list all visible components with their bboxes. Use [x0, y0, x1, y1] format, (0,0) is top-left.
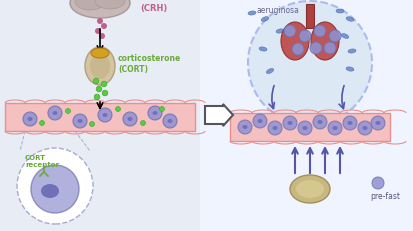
Circle shape	[328, 122, 342, 135]
Circle shape	[268, 122, 282, 135]
FancyBboxPatch shape	[230, 113, 390, 141]
Circle shape	[292, 44, 304, 56]
Ellipse shape	[28, 118, 33, 122]
Circle shape	[324, 43, 336, 55]
Ellipse shape	[91, 49, 109, 59]
Circle shape	[284, 26, 296, 38]
Circle shape	[123, 112, 137, 126]
Ellipse shape	[336, 10, 344, 14]
Text: aeruginosa: aeruginosa	[256, 6, 299, 15]
Circle shape	[163, 115, 177, 128]
Circle shape	[116, 107, 121, 112]
Ellipse shape	[152, 112, 157, 116]
FancyBboxPatch shape	[0, 0, 200, 231]
Ellipse shape	[128, 118, 133, 122]
Circle shape	[102, 91, 108, 96]
Ellipse shape	[242, 125, 247, 129]
Ellipse shape	[348, 50, 356, 54]
Circle shape	[140, 121, 145, 126]
Circle shape	[329, 31, 341, 43]
Ellipse shape	[75, 0, 105, 11]
Ellipse shape	[78, 119, 83, 123]
Circle shape	[248, 2, 372, 125]
Ellipse shape	[168, 119, 173, 123]
Circle shape	[90, 122, 95, 127]
Circle shape	[17, 148, 93, 224]
FancyBboxPatch shape	[306, 5, 314, 29]
Circle shape	[299, 31, 311, 43]
Ellipse shape	[375, 122, 380, 125]
Text: (CRH): (CRH)	[140, 3, 167, 12]
Ellipse shape	[266, 69, 274, 74]
Ellipse shape	[318, 121, 323, 125]
Ellipse shape	[276, 30, 284, 34]
Ellipse shape	[90, 54, 110, 80]
Ellipse shape	[290, 175, 330, 203]
Ellipse shape	[70, 0, 130, 19]
Circle shape	[101, 82, 107, 87]
Circle shape	[98, 109, 112, 122]
Ellipse shape	[259, 48, 267, 52]
Circle shape	[94, 95, 100, 100]
Circle shape	[99, 34, 105, 40]
Circle shape	[95, 29, 101, 35]
Ellipse shape	[332, 126, 337, 131]
Circle shape	[310, 43, 322, 55]
Ellipse shape	[273, 126, 278, 131]
Circle shape	[371, 116, 385, 131]
Circle shape	[314, 26, 326, 38]
Text: pre-fast: pre-fast	[370, 192, 400, 201]
Ellipse shape	[296, 180, 324, 198]
Circle shape	[313, 116, 327, 129]
Circle shape	[298, 122, 312, 135]
Ellipse shape	[102, 113, 107, 118]
Circle shape	[93, 79, 99, 85]
Circle shape	[66, 109, 71, 114]
Circle shape	[96, 87, 102, 92]
Circle shape	[23, 112, 37, 126]
Ellipse shape	[248, 12, 256, 16]
Ellipse shape	[52, 112, 57, 116]
Circle shape	[358, 122, 372, 135]
Ellipse shape	[85, 48, 115, 86]
Circle shape	[97, 19, 103, 25]
Circle shape	[31, 165, 79, 213]
Circle shape	[372, 177, 384, 189]
Ellipse shape	[347, 122, 353, 125]
Ellipse shape	[287, 122, 292, 125]
Ellipse shape	[261, 18, 269, 22]
Ellipse shape	[41, 184, 59, 198]
Text: CORT
receptor: CORT receptor	[25, 155, 59, 168]
Ellipse shape	[302, 126, 308, 131]
Circle shape	[343, 116, 357, 131]
Circle shape	[148, 106, 162, 121]
Ellipse shape	[281, 23, 309, 61]
Circle shape	[238, 121, 252, 134]
Ellipse shape	[257, 119, 263, 123]
Ellipse shape	[363, 126, 368, 131]
Text: corticosterone
(CORT): corticosterone (CORT)	[118, 54, 181, 73]
FancyArrow shape	[205, 105, 233, 126]
Ellipse shape	[95, 0, 125, 10]
Circle shape	[283, 116, 297, 131]
FancyBboxPatch shape	[200, 0, 413, 231]
Circle shape	[253, 115, 267, 128]
Circle shape	[48, 106, 62, 121]
Ellipse shape	[346, 68, 354, 72]
Circle shape	[159, 107, 164, 112]
Ellipse shape	[346, 18, 354, 22]
Ellipse shape	[311, 23, 339, 61]
Ellipse shape	[341, 34, 349, 39]
FancyBboxPatch shape	[5, 103, 195, 131]
Circle shape	[73, 115, 87, 128]
Circle shape	[101, 24, 107, 30]
Circle shape	[40, 121, 45, 126]
